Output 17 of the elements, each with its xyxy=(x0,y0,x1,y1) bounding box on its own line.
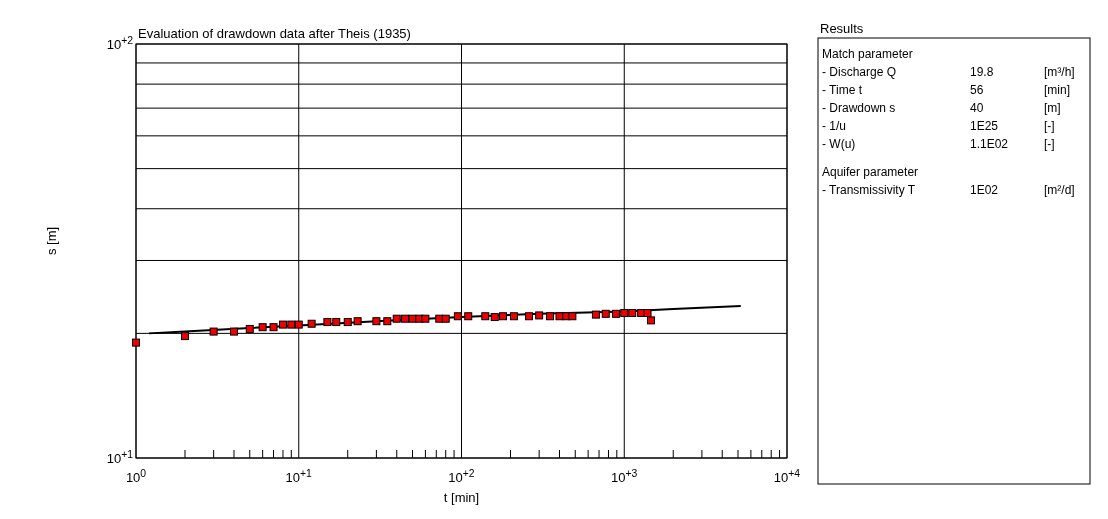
x-tick-label: 10$^{0}$ xyxy=(125,467,147,485)
chart-title: Evaluation of drawdown data after Theis (1935) xyxy=(138,26,411,41)
text: - Drawdown s 40 [m] xyxy=(822,101,1061,115)
text: - Discharge Q 19.8 [m³/h] xyxy=(822,65,1075,79)
x-tick-label: 10$^{+4}$ xyxy=(773,467,801,485)
text: - Time t 56 [min] xyxy=(822,83,1071,97)
text: Aquifer parameter xyxy=(822,165,919,179)
text: - 1/u 1E25 [-] xyxy=(822,119,1055,133)
x-tick-label: 10$^{+1}$ xyxy=(285,467,313,485)
text: - W(u) 1.1E02 [-] xyxy=(822,137,1055,151)
y-axis-title: s [m] xyxy=(44,226,59,256)
x-axis-title: t [min] xyxy=(443,490,480,505)
x-tick-label: 10$^{+2}$ xyxy=(448,467,475,485)
text: Match parameter xyxy=(822,47,913,61)
x-tick-label: 10$^{+3}$ xyxy=(611,467,638,485)
text: - Transmissivity T 1E02 [m²/d] xyxy=(822,183,1075,197)
text: Results xyxy=(820,21,864,36)
